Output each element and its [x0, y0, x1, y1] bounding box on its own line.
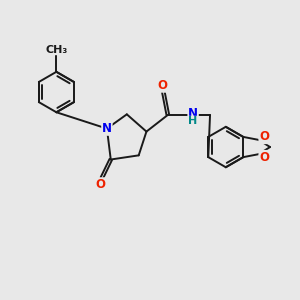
Text: N: N	[188, 107, 198, 120]
Text: O: O	[259, 130, 269, 143]
Text: H: H	[188, 116, 198, 127]
Text: O: O	[158, 79, 168, 92]
Text: CH₃: CH₃	[45, 44, 68, 55]
Text: O: O	[259, 151, 269, 164]
Text: O: O	[95, 178, 105, 191]
Text: N: N	[102, 122, 112, 135]
